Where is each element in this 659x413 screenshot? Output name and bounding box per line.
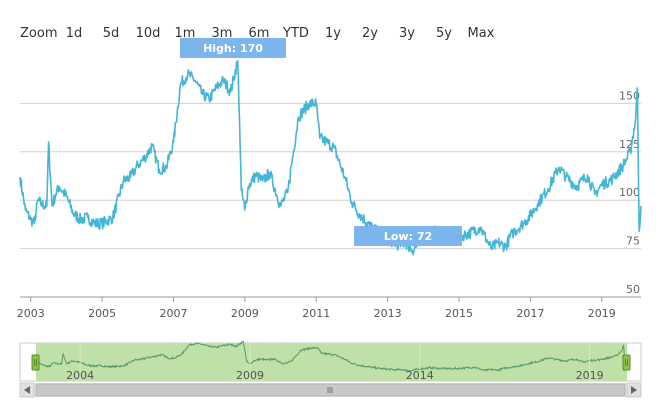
x-tick-label: 2003 — [17, 307, 45, 320]
y-axis-labels: 50 75 100 125 150 — [619, 89, 640, 296]
scrollbar[interactable] — [19, 382, 642, 398]
y-tick-label: 125 — [619, 138, 640, 151]
range-button-2y[interactable]: 2y — [362, 26, 378, 41]
x-tick-label: 2013 — [374, 307, 402, 320]
navigator-series-line — [35, 340, 628, 373]
range-button-5d[interactable]: 5d — [103, 26, 120, 41]
navigator[interactable]: 2004 2009 2014 2019 — [19, 340, 642, 382]
range-button-max[interactable]: Max — [468, 26, 495, 41]
x-tick-label: 2009 — [231, 307, 259, 320]
navigator-left-handle[interactable] — [31, 354, 40, 371]
range-button-ytd[interactable]: YTD — [282, 26, 309, 41]
navigator-selected-range[interactable] — [36, 343, 627, 381]
x-tick-label: 2011 — [302, 307, 330, 320]
navigator-tick-label: 2004 — [66, 369, 94, 382]
range-button-1y[interactable]: 1y — [325, 26, 341, 41]
y-tick-label: 50 — [626, 283, 640, 296]
range-button-10d[interactable]: 10d — [136, 26, 161, 41]
low-flag: Low: 72 — [354, 226, 462, 246]
y-tick-label: 150 — [619, 89, 640, 102]
zoom-label: Zoom — [20, 26, 57, 41]
navigator-axis-labels: 2004 2009 2014 2019 — [66, 343, 604, 382]
price-series-line — [19, 60, 642, 256]
y-tick-label: 100 — [619, 186, 640, 199]
arrow-left-icon — [24, 386, 30, 394]
high-flag-box — [180, 38, 286, 58]
low-flag-box — [354, 226, 462, 246]
x-tick-label: 2019 — [588, 307, 616, 320]
right-handle-grip[interactable] — [622, 354, 631, 371]
x-tick-label: 2017 — [516, 307, 544, 320]
x-tick-label: 2015 — [445, 307, 473, 320]
navigator-tick-label: 2014 — [406, 369, 434, 382]
y-tick-label: 75 — [626, 235, 640, 248]
range-selector: Zoom 1d 5d 10d 1m 3m 6m YTD 1y 2y 3y 5y Max — [20, 26, 495, 41]
range-button-1m[interactable]: 1m — [175, 26, 196, 41]
high-flag-label: High: 170 — [203, 42, 263, 55]
range-button-3y[interactable]: 3y — [399, 26, 415, 41]
range-button-1d[interactable]: 1d — [66, 26, 83, 41]
left-handle-grip[interactable] — [31, 354, 40, 371]
low-flag-label: Low: 72 — [384, 230, 432, 243]
grid-lines — [20, 102, 641, 298]
navigator-tick-label: 2019 — [576, 369, 604, 382]
navigator-tick-label: 2009 — [236, 369, 264, 382]
range-buttons: 1d 5d 10d 1m 3m 6m YTD 1y 2y 3y 5y Max — [66, 26, 495, 41]
range-button-6m[interactable]: 6m — [249, 26, 270, 41]
x-tick-label: 2007 — [159, 307, 187, 320]
x-tick-label: 2005 — [88, 307, 116, 320]
navigator-right-handle[interactable] — [622, 354, 631, 371]
range-button-5y[interactable]: 5y — [436, 26, 452, 41]
x-axis-labels: 2003 2005 2007 2009 2011 2013 2015 2017 2019 — [17, 297, 616, 320]
high-flag: High: 170 — [180, 38, 286, 58]
arrow-right-icon — [631, 386, 637, 394]
range-button-3m[interactable]: 3m — [212, 26, 233, 41]
